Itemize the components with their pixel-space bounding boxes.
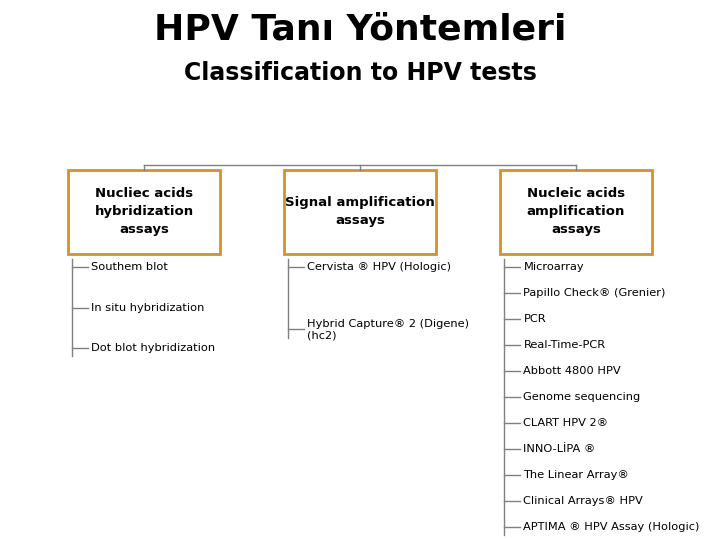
Text: In situ hybridization: In situ hybridization [91,303,204,313]
Text: Signal amplification
assays: Signal amplification assays [285,197,435,227]
Text: Southem blot: Southem blot [91,262,168,272]
Text: APTIMA ® HPV Assay (Hologic): APTIMA ® HPV Assay (Hologic) [523,522,700,531]
Text: Cervista ® HPV (Hologic): Cervista ® HPV (Hologic) [307,262,451,272]
Text: Genome sequencing: Genome sequencing [523,392,641,402]
Text: Hybrid Capture® 2 (Digene)
(hc2): Hybrid Capture® 2 (Digene) (hc2) [307,319,469,340]
Text: Nucleic acids
amplification
assays: Nucleic acids amplification assays [527,187,625,237]
Text: Dot blot hybridization: Dot blot hybridization [91,343,215,353]
FancyBboxPatch shape [68,170,220,254]
Text: Papillo Check® (Grenier): Papillo Check® (Grenier) [523,288,666,298]
Text: Real-Time-PCR: Real-Time-PCR [523,340,606,350]
Text: Classification to HPV tests: Classification to HPV tests [184,61,536,85]
Text: Abbott 4800 HPV: Abbott 4800 HPV [523,366,621,376]
Text: Microarray: Microarray [523,262,584,272]
Text: The Linear Array®: The Linear Array® [523,470,629,480]
Text: INNO-LİPA ®: INNO-LİPA ® [523,444,596,454]
FancyBboxPatch shape [284,170,436,254]
Text: Clinical Arrays® HPV: Clinical Arrays® HPV [523,496,643,505]
Text: PCR: PCR [523,314,546,324]
FancyBboxPatch shape [500,170,652,254]
Text: CLART HPV 2®: CLART HPV 2® [523,418,608,428]
Text: Nucliec acids
hybridization
assays: Nucliec acids hybridization assays [94,187,194,237]
Text: HPV Tanı Yöntemleri: HPV Tanı Yöntemleri [154,13,566,46]
